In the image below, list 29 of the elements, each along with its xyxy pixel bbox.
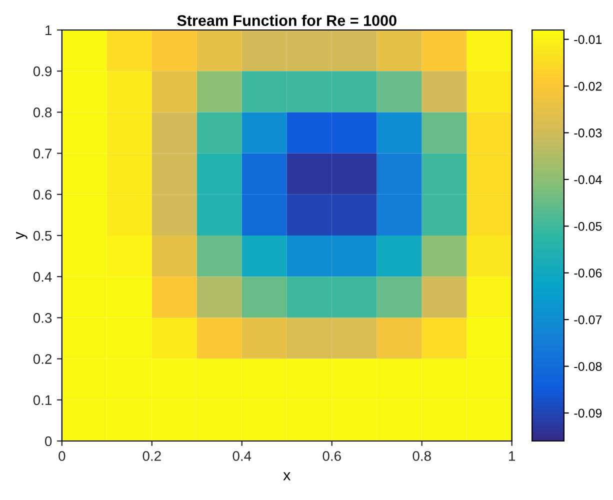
y-tick-label: 0.2 [33,354,52,364]
y-tick-label: 0.5 [33,230,52,241]
color-bar-label: -0.06 [574,268,602,278]
color-bar-label: -0.07 [574,315,602,324]
x-tick-label: 0.4 [232,451,252,461]
y-tick-label: 0.4 [33,272,52,282]
x-tick-label: 0 [58,451,66,461]
color-bar-label: -0.01 [574,35,602,44]
y-axis-title: y [16,232,28,240]
x-axis-title: x [283,472,291,480]
x-tick-label: 0.8 [412,451,431,461]
y-tick-label: 0.6 [33,190,52,200]
y-tick-label: 0.7 [33,148,52,158]
y-tick-label: 0.1 [33,395,52,406]
color-bar-label: -0.03 [574,128,602,138]
x-tick-label: 1 [509,451,516,461]
y-tick-label: 0.3 [33,313,52,323]
color-bar-label: -0.05 [574,222,602,231]
y-tick-label: 0.9 [33,66,52,76]
chart-title: Stream Function for Re = 1000 [177,14,396,26]
x-tick-label: 0.6 [322,451,341,461]
color-bar-label: -0.04 [574,175,602,184]
color-bar-label: -0.02 [574,82,602,91]
y-tick-label: 1 [46,25,52,36]
color-bar-label: -0.08 [574,362,602,371]
x-tick-label: 0.2 [142,451,161,461]
y-tick-label: 0 [45,436,52,446]
color-bar-label: -0.09 [574,408,602,418]
y-tick-label: 0.8 [33,108,52,118]
